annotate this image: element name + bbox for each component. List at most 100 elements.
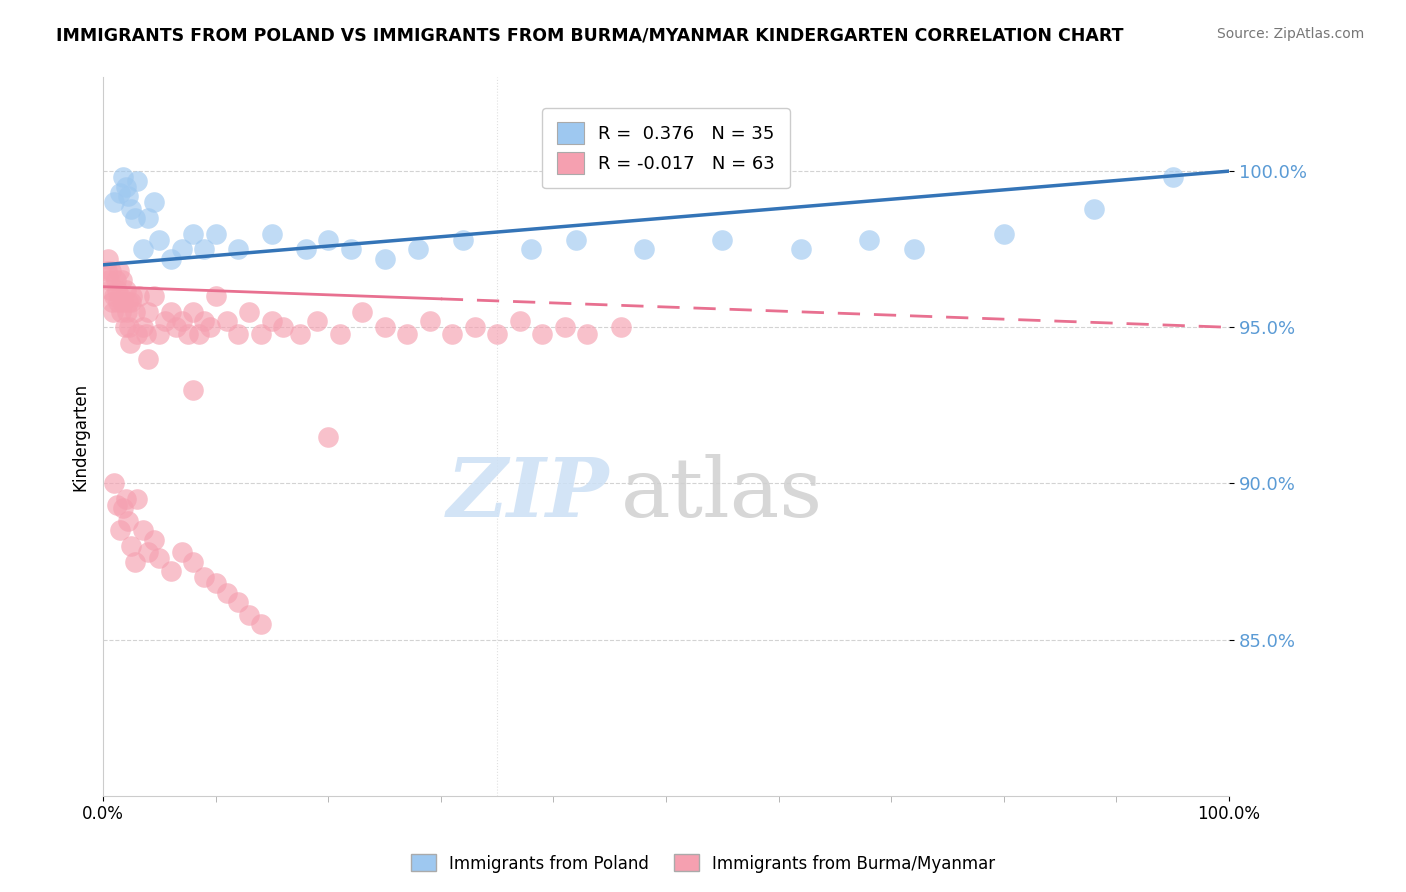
Point [215, 314, 238, 328]
Point [288, 326, 311, 341]
Point [419, 314, 441, 328]
Point [103, 476, 125, 491]
Point [260, 227, 283, 241]
Point [114, 491, 136, 506]
Point [328, 326, 350, 341]
Point [136, 211, 159, 225]
Point [204, 576, 226, 591]
Legend: R =  0.376   N = 35, R = -0.017   N = 63: R = 0.376 N = 35, R = -0.017 N = 63 [543, 108, 790, 188]
Point [108, 523, 131, 537]
Point [271, 320, 294, 334]
Point [97, 273, 120, 287]
Point [238, 607, 260, 622]
Point [576, 326, 599, 341]
Point [159, 252, 181, 266]
Point [633, 242, 655, 256]
Point [226, 595, 249, 609]
Point [903, 242, 925, 256]
Point [305, 314, 328, 328]
Point [441, 326, 464, 341]
Point [1083, 202, 1105, 216]
Point [181, 383, 204, 397]
Point [374, 252, 396, 266]
Point [120, 335, 142, 350]
Point [170, 242, 193, 256]
Point [125, 326, 148, 341]
Point [131, 320, 153, 334]
Point [110, 304, 132, 318]
Point [117, 189, 139, 203]
Point [520, 242, 543, 256]
Point [142, 195, 165, 210]
Point [711, 233, 734, 247]
Point [125, 173, 148, 187]
Point [181, 304, 204, 318]
Point [118, 320, 141, 334]
Point [103, 289, 125, 303]
Point [153, 314, 176, 328]
Point [198, 320, 221, 334]
Point [316, 233, 339, 247]
Point [100, 264, 122, 278]
Point [176, 326, 198, 341]
Point [193, 314, 215, 328]
Point [97, 252, 120, 266]
Point [181, 555, 204, 569]
Point [170, 314, 193, 328]
Point [142, 533, 165, 547]
Point [136, 545, 159, 559]
Point [120, 202, 142, 216]
Point [294, 242, 316, 256]
Point [170, 545, 193, 559]
Point [114, 320, 136, 334]
Point [136, 304, 159, 318]
Point [114, 179, 136, 194]
Point [260, 314, 283, 328]
Point [96, 264, 118, 278]
Point [124, 211, 146, 225]
Point [226, 326, 249, 341]
Point [453, 233, 475, 247]
Point [509, 314, 531, 328]
Point [486, 326, 509, 341]
Point [790, 242, 813, 256]
Point [204, 227, 226, 241]
Point [159, 304, 181, 318]
Point [374, 320, 396, 334]
Point [111, 273, 134, 287]
Point [993, 227, 1015, 241]
Point [117, 295, 139, 310]
Point [112, 501, 135, 516]
Text: ZIP: ZIP [447, 454, 610, 534]
Point [181, 227, 204, 241]
Point [124, 555, 146, 569]
Legend: Immigrants from Poland, Immigrants from Burma/Myanmar: Immigrants from Poland, Immigrants from … [404, 847, 1002, 880]
Text: atlas: atlas [621, 454, 823, 534]
Text: Source: ZipAtlas.com: Source: ZipAtlas.com [1216, 27, 1364, 41]
Point [115, 304, 138, 318]
Point [858, 233, 880, 247]
Point [136, 351, 159, 366]
Point [112, 170, 135, 185]
Point [121, 289, 143, 303]
Point [464, 320, 486, 334]
Point [215, 586, 238, 600]
Point [114, 283, 136, 297]
Point [316, 429, 339, 443]
Point [128, 289, 150, 303]
Point [396, 326, 419, 341]
Point [98, 283, 121, 297]
Point [249, 617, 271, 632]
Point [165, 320, 187, 334]
Point [1161, 170, 1184, 185]
Point [554, 320, 576, 334]
Point [531, 326, 554, 341]
Point [187, 326, 209, 341]
Point [103, 304, 125, 318]
Point [249, 326, 271, 341]
Point [120, 539, 142, 553]
Point [352, 304, 374, 318]
Point [103, 195, 125, 210]
Point [148, 233, 170, 247]
Point [107, 295, 129, 310]
